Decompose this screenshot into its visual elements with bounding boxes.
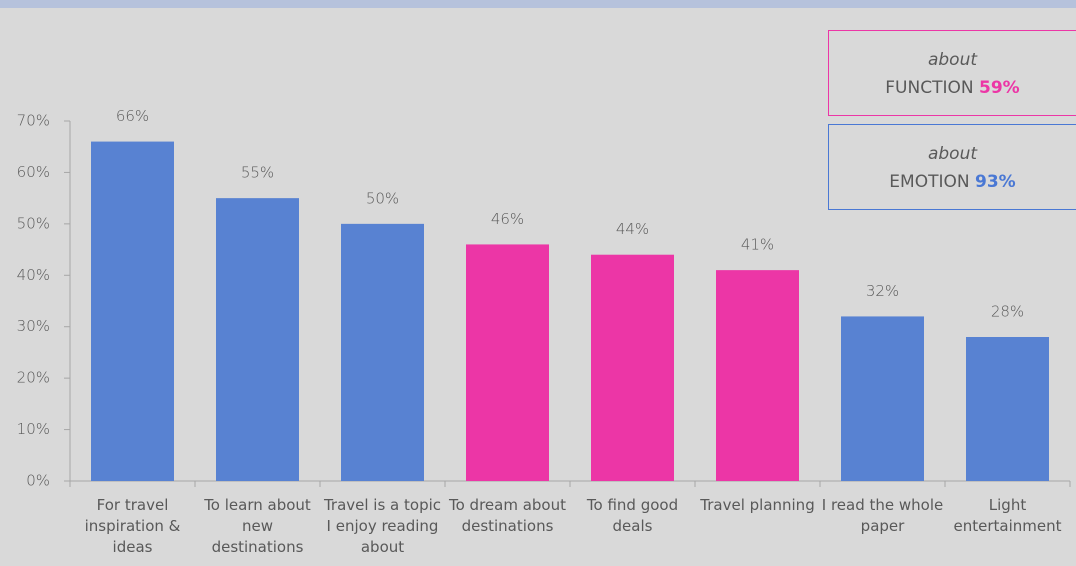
data-label: 28% bbox=[991, 303, 1024, 321]
y-tick-label: 70% bbox=[17, 112, 50, 130]
x-tick-label: Travel is a topic I enjoy reading about bbox=[323, 496, 442, 556]
callout-value: 93% bbox=[975, 172, 1016, 192]
data-label: 66% bbox=[116, 107, 149, 125]
data-label: 44% bbox=[616, 220, 649, 238]
callout-text: EMOTION bbox=[889, 172, 970, 192]
bar bbox=[91, 141, 174, 482]
y-tick-label: 40% bbox=[17, 266, 50, 284]
x-tick-label: To dream about destinations bbox=[449, 496, 566, 535]
top-band bbox=[0, 0, 1076, 8]
y-tick-label: 10% bbox=[17, 420, 50, 438]
x-tick-label: Light entertainment bbox=[953, 496, 1062, 535]
y-tick-label: 30% bbox=[17, 317, 50, 335]
callout-box: about FUNCTION 59% bbox=[828, 30, 1076, 116]
bar bbox=[466, 244, 549, 481]
bar bbox=[591, 254, 674, 481]
bar bbox=[341, 223, 424, 481]
y-tick-label: 20% bbox=[17, 369, 50, 387]
callout-box: about EMOTION 93% bbox=[828, 124, 1076, 210]
x-tick-label: Travel planning bbox=[700, 496, 815, 514]
data-label: 50% bbox=[366, 189, 399, 207]
callout-prefix: about bbox=[927, 50, 978, 70]
data-label: 55% bbox=[241, 164, 274, 182]
y-tick-label: 60% bbox=[17, 163, 50, 181]
callout-text: FUNCTION bbox=[885, 78, 974, 98]
y-tick-label: 0% bbox=[26, 472, 50, 490]
data-label: 41% bbox=[741, 236, 774, 254]
callout-value: 59% bbox=[979, 78, 1020, 98]
y-tick-label: 50% bbox=[17, 214, 50, 232]
x-tick-label: For travel inspiration & ideas bbox=[84, 496, 181, 556]
data-label: 32% bbox=[866, 282, 899, 300]
callout-prefix: about bbox=[927, 144, 978, 164]
x-tick-label: I read the whole paper bbox=[821, 496, 944, 535]
x-tick-label: To learn about new destinations bbox=[204, 496, 311, 556]
bar bbox=[716, 270, 799, 481]
bar bbox=[966, 337, 1049, 481]
bar bbox=[841, 316, 924, 481]
data-label: 46% bbox=[491, 210, 524, 228]
bar bbox=[216, 198, 299, 481]
x-tick-label: To find good deals bbox=[586, 496, 679, 535]
